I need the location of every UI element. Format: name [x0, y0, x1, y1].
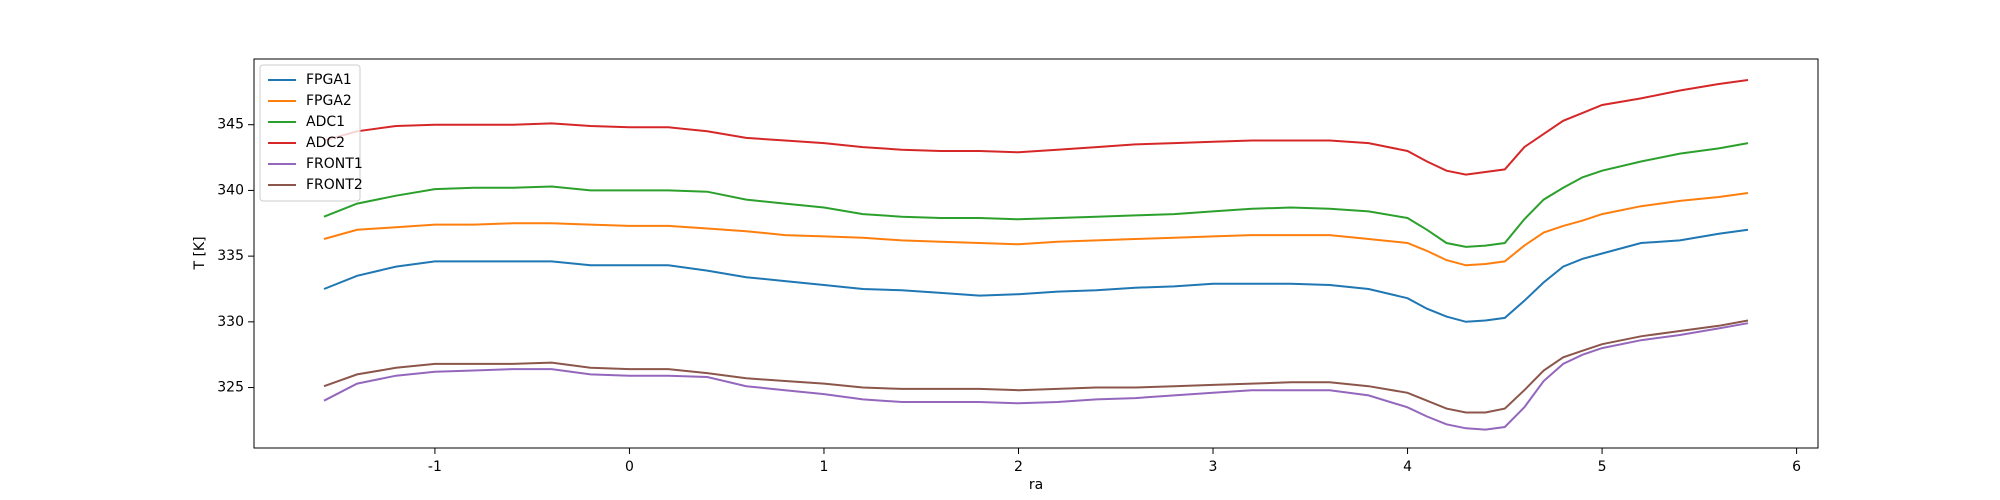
series-line	[323, 192, 1749, 267]
legend-box	[259, 64, 361, 202]
x-tick-label: 0	[625, 459, 634, 475]
x-tick-label: 5	[1598, 459, 1607, 475]
y-tick-label: 340	[217, 182, 244, 198]
y-tick-label: 330	[217, 314, 244, 330]
series-line	[323, 228, 1749, 323]
y-tick-label: 325	[217, 380, 244, 396]
series-line	[323, 319, 1749, 414]
legend-label: FRONT1	[306, 156, 363, 172]
legend-label: FRONT2	[306, 177, 363, 193]
y-tick-label: 335	[217, 248, 244, 264]
x-axis-label: ra	[1029, 477, 1043, 493]
x-tick-label: 6	[1792, 459, 1801, 475]
series-line	[323, 79, 1749, 176]
x-tick-label: 3	[1209, 459, 1218, 475]
x-tick-label: 1	[820, 459, 829, 475]
legend-label: ADC2	[306, 135, 345, 151]
series-line	[323, 322, 1749, 431]
x-tick-label: 2	[1014, 459, 1023, 475]
legend-label: FPGA2	[306, 93, 352, 109]
y-tick-label: 345	[217, 117, 244, 133]
x-tick-label: 4	[1403, 459, 1412, 475]
legend-label: FPGA1	[306, 72, 352, 88]
series-line	[323, 142, 1749, 248]
y-axis-label: T [K]	[192, 236, 208, 270]
legend-label: ADC1	[306, 114, 345, 130]
plot-frame	[253, 58, 1819, 449]
x-tick-label: -1	[428, 459, 442, 475]
legend: FPGA1 FPGA2 ADC1 ADC2 FRONT1 FRONT2	[259, 64, 363, 202]
